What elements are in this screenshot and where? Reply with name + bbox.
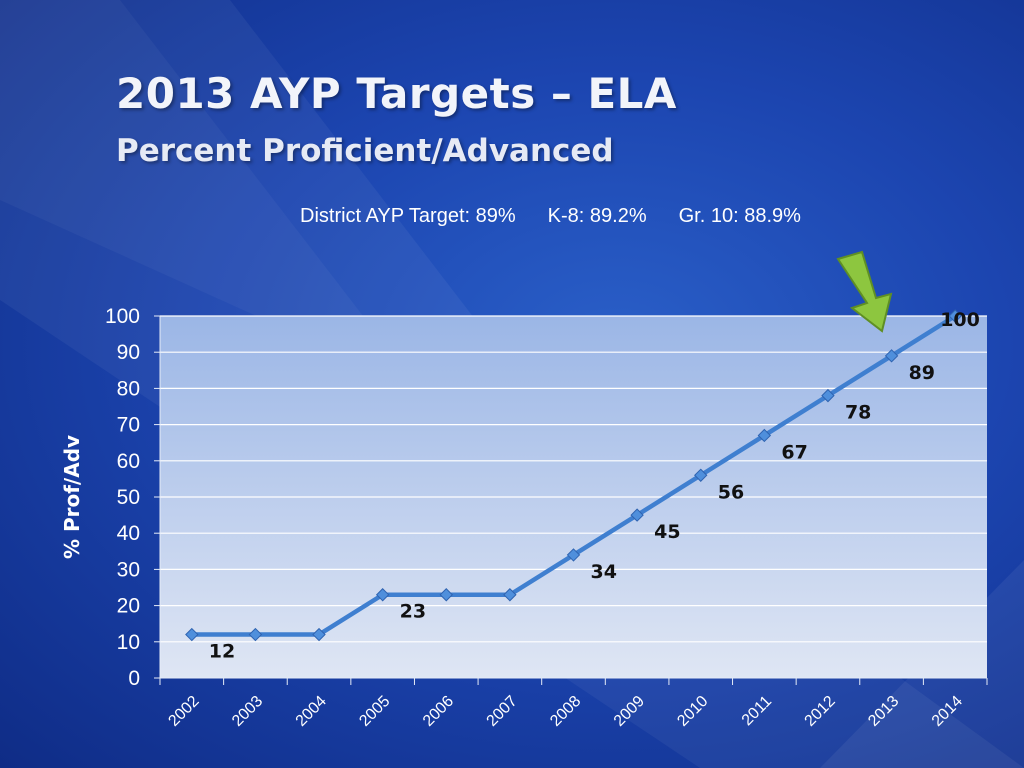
data-point: [312, 627, 326, 642]
data-label: 78: [845, 402, 871, 424]
data-label: 56: [718, 481, 744, 503]
data-point: [185, 627, 199, 642]
data-point: [375, 588, 390, 602]
data-point: [630, 508, 644, 522]
x-tick-label: 2004: [293, 693, 330, 730]
y-tick-label: 10: [117, 631, 140, 654]
x-tick-label: 2007: [484, 693, 521, 730]
data-label: 34: [591, 561, 617, 583]
data-point: [439, 588, 453, 602]
data-point: [248, 627, 263, 642]
data-label: 89: [909, 362, 935, 384]
x-tick-label: 2002: [165, 693, 202, 730]
district-target: District AYP Target: 89%: [300, 205, 516, 227]
x-tick-label: 2003: [229, 693, 266, 730]
data-point: [694, 468, 708, 482]
y-tick-label: 0: [128, 667, 140, 690]
k8-target: K-8: 89.2%: [547, 205, 647, 227]
data-label: 67: [781, 441, 807, 463]
y-tick-label: 90: [117, 341, 140, 364]
x-tick-label: 2013: [865, 693, 902, 730]
x-tick-label: 2005: [356, 693, 393, 730]
x-tick-label: 2010: [674, 693, 711, 730]
gr10-target: Gr. 10: 88.9%: [678, 205, 801, 227]
y-tick-label: 20: [117, 595, 140, 618]
x-tick-label: 2014: [929, 693, 966, 730]
y-tick-label: 30: [117, 558, 140, 581]
data-point: [948, 309, 962, 323]
data-label: 100: [940, 309, 980, 331]
y-tick-label: 60: [117, 450, 140, 473]
data-point: [884, 349, 899, 363]
x-tick-label: 2009: [611, 693, 648, 730]
data-point: [503, 588, 517, 602]
y-tick-label: 40: [117, 522, 140, 545]
data-point: [566, 548, 581, 562]
y-tick-label: 50: [117, 486, 140, 509]
data-label: 23: [400, 601, 426, 623]
targets-line: District AYP Target: 89% K-8: 89.2% Gr. …: [300, 205, 801, 228]
x-tick-label: 2006: [420, 693, 457, 730]
y-tick-label: 70: [117, 414, 140, 437]
data-label: 12: [209, 641, 235, 663]
y-tick-label: 80: [117, 377, 140, 400]
x-tick-label: 2011: [739, 693, 775, 729]
arrow-icon: [836, 250, 893, 333]
x-tick-label: 2008: [547, 693, 584, 730]
slide-title: 2013 AYP Targets – ELA: [116, 69, 677, 118]
y-tick-label: 100: [105, 305, 140, 328]
data-point: [757, 428, 772, 443]
data-label: 45: [654, 521, 680, 543]
data-point: [821, 388, 835, 403]
slide-subtitle: Percent Proficient/Advanced: [116, 133, 614, 169]
x-tick-label: 2012: [802, 693, 839, 730]
